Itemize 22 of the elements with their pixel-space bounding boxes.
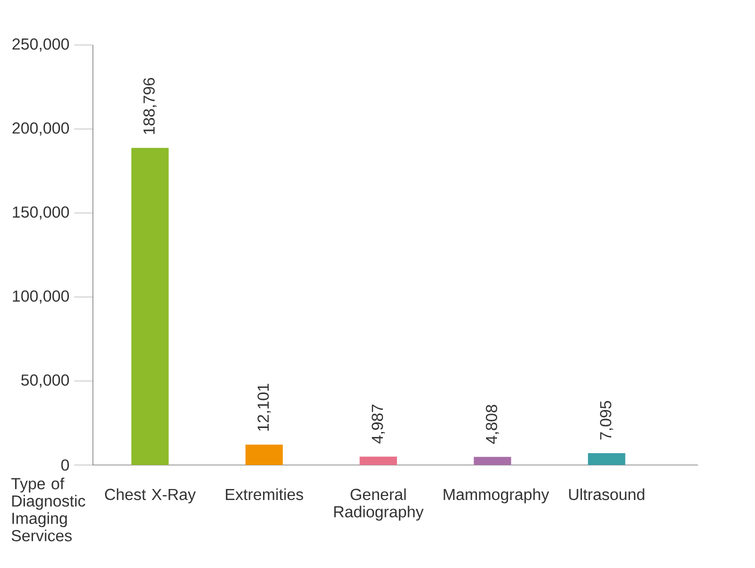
y-tick-label: 100,000	[12, 290, 69, 304]
data-label: 188,796	[143, 78, 157, 134]
bar	[131, 148, 169, 465]
x-tick-label: Ultrasound	[569, 488, 644, 500]
y-tick-label: 0	[61, 459, 69, 471]
bar	[245, 444, 283, 465]
y-tick-label: 50,000	[21, 374, 69, 388]
x-tick-label: Mammography	[444, 488, 550, 504]
x-tick-label: Extremities	[226, 488, 304, 500]
data-label: 4,808	[486, 404, 500, 444]
data-label: 7,095	[600, 401, 614, 440]
x-axis-title: Type of Diagnostic Imaging Services	[11, 478, 86, 542]
bar	[588, 453, 626, 465]
y-tick-label: 200,000	[12, 122, 69, 136]
bar	[360, 456, 397, 465]
bar	[474, 456, 512, 465]
y-tick-label: 250,000	[12, 38, 69, 52]
data-label: 12,101	[258, 384, 271, 431]
y-tick-label: 150,000	[12, 206, 69, 220]
x-tick-label: General Radiography	[334, 488, 424, 521]
x-tick-label: Chest X-Ray	[105, 488, 196, 504]
data-label: 4,987	[372, 404, 385, 444]
